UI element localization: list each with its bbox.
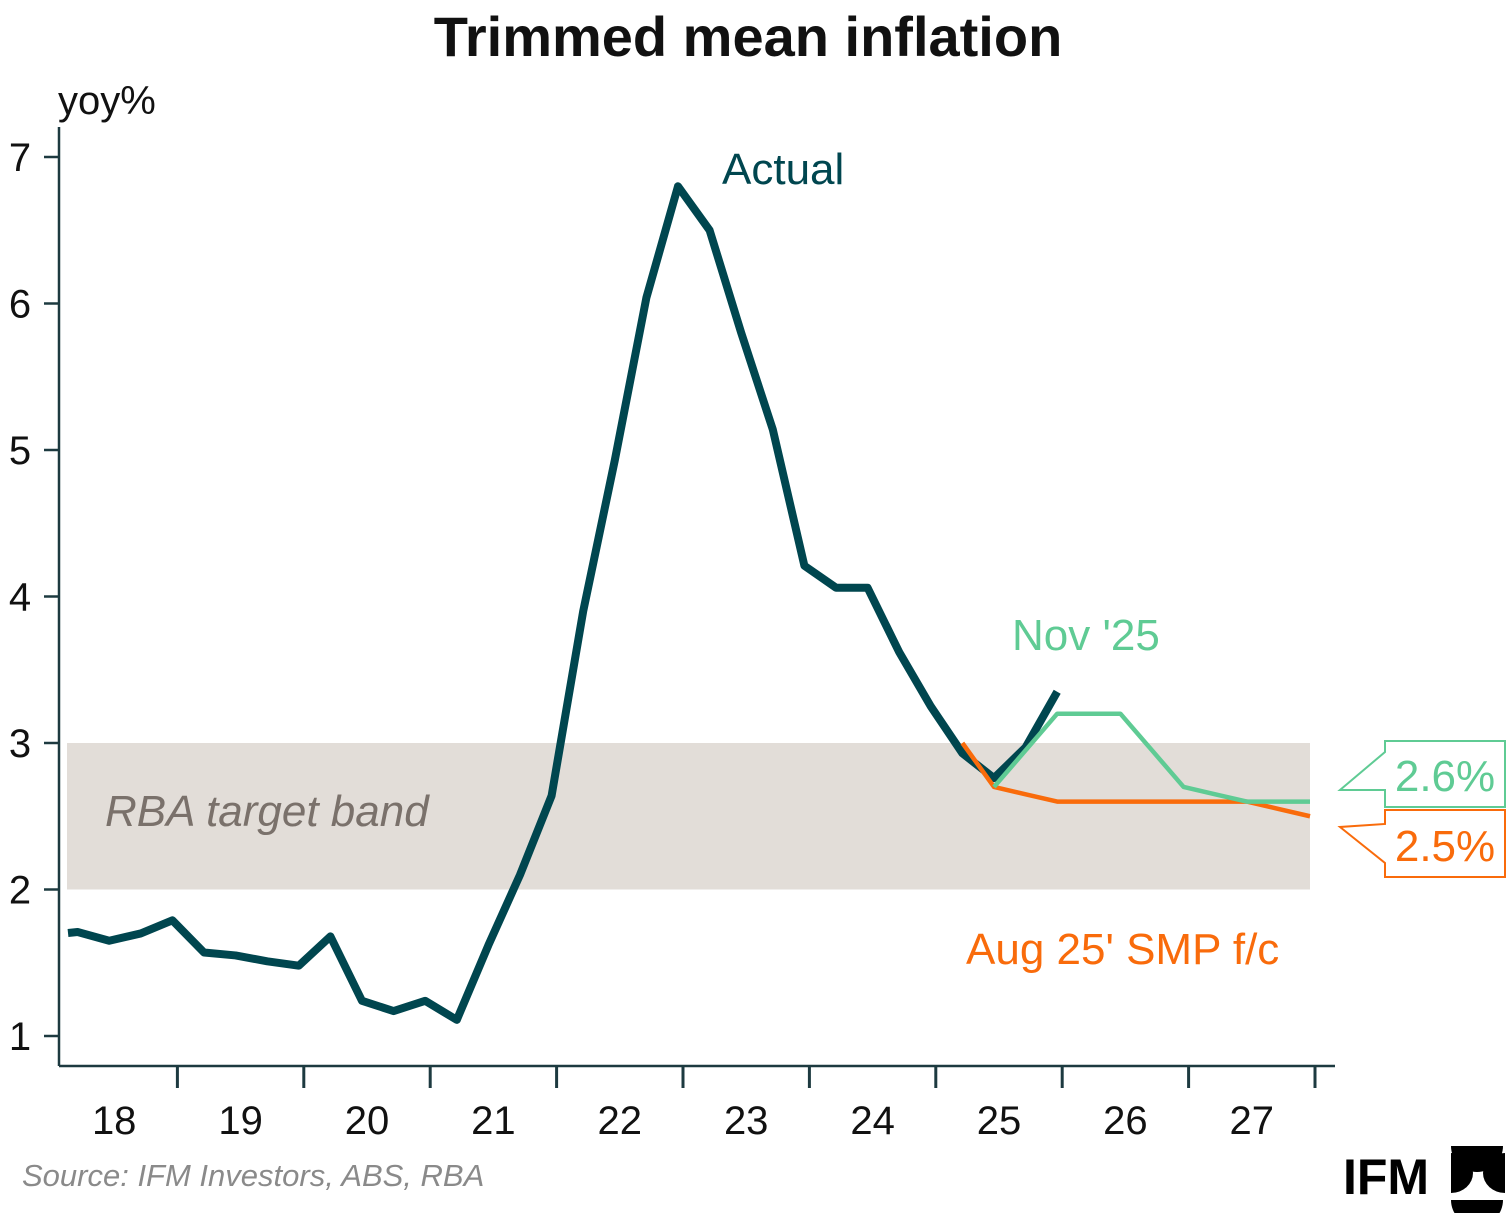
y-tick-label: 2 xyxy=(9,869,31,913)
x-tick-label: 24 xyxy=(850,1099,895,1143)
callout-nov25: 2.6% xyxy=(1337,740,1506,808)
x-tick-label: 20 xyxy=(345,1099,390,1143)
x-tick-label: 22 xyxy=(598,1099,643,1143)
x-tick-label: 18 xyxy=(92,1099,137,1143)
y-tick-label: 5 xyxy=(9,429,31,473)
ifm-logo: IFM xyxy=(1343,1146,1505,1218)
x-tick-label: 25 xyxy=(977,1099,1022,1143)
x-tick-label: 27 xyxy=(1230,1099,1275,1143)
y-axis-label: yoy% xyxy=(58,79,156,123)
series-label-actual: Actual xyxy=(722,145,844,194)
callout-aug25-value: 2.5% xyxy=(1395,822,1495,871)
x-tick-label: 26 xyxy=(1103,1099,1148,1143)
source-note: Source: IFM Investors, ABS, RBA xyxy=(22,1158,484,1193)
svg-text:IFM: IFM xyxy=(1343,1149,1429,1205)
band-label: RBA target band xyxy=(105,787,430,836)
y-tick-label: 4 xyxy=(9,576,31,620)
y-tick-label: 7 xyxy=(9,136,31,180)
callout-nov25-value: 2.6% xyxy=(1395,752,1495,801)
series-label-aug25: Aug 25' SMP f/c xyxy=(966,925,1279,974)
x-tick-label: 21 xyxy=(471,1099,516,1143)
series-lines xyxy=(67,182,1311,1024)
x-tick-label: 23 xyxy=(724,1099,769,1143)
ifm-logo-mark-icon xyxy=(1451,1146,1505,1218)
chart-title: Trimmed mean inflation xyxy=(434,5,1063,68)
series-line-0 xyxy=(67,182,1061,1024)
target-band xyxy=(67,743,1310,890)
callout-aug25: 2.5% xyxy=(1337,809,1506,878)
y-tick-label: 6 xyxy=(9,283,31,327)
y-tick-label: 3 xyxy=(9,722,31,766)
series-label-nov25: Nov '25 xyxy=(1012,611,1160,660)
y-tick-label: 1 xyxy=(9,1015,31,1059)
x-tick-label: 19 xyxy=(218,1099,263,1143)
series-line-1 xyxy=(992,711,1310,804)
